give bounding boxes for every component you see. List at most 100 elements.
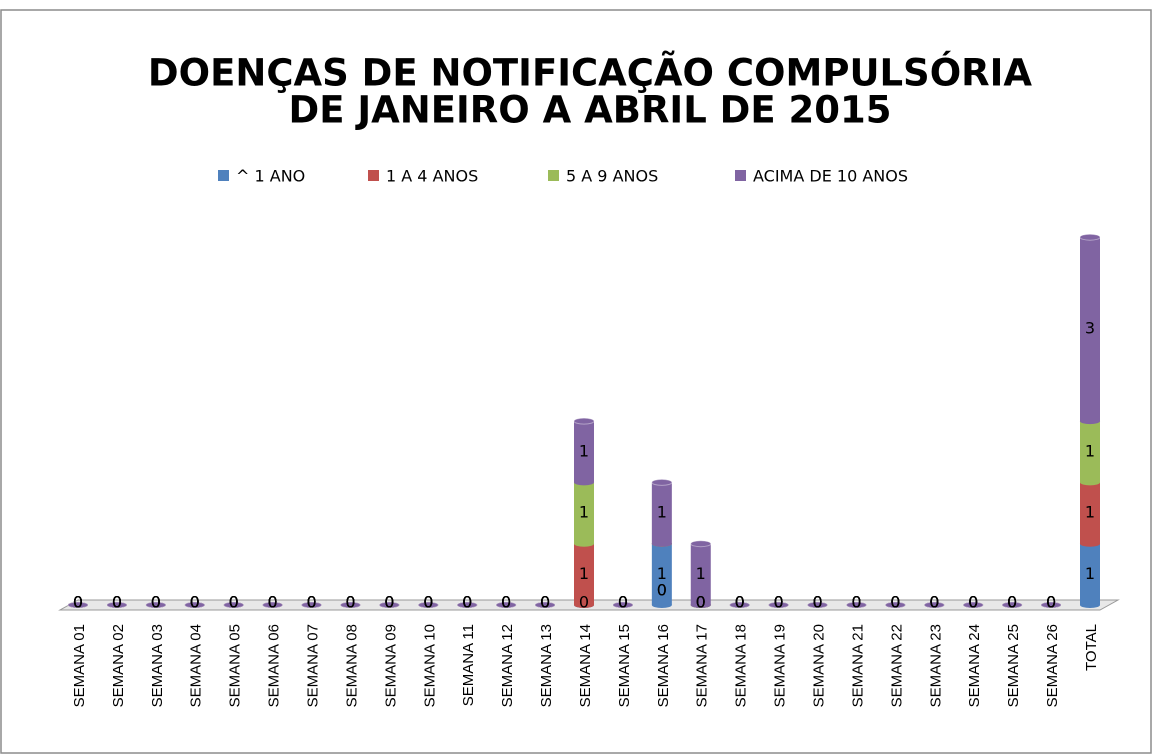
bar-cap [301,601,323,609]
x-tick-label: SEMANA 22 [888,624,905,707]
data-label: 0 [229,593,239,612]
x-tick-label: SEMANA 21 [849,624,866,707]
data-label: 0 [345,593,355,612]
data-label: 0 [306,593,316,612]
data-label: 1 [579,441,589,460]
bar-cap [1001,601,1023,609]
bar [574,543,594,605]
bar-cap [1040,601,1062,609]
data-label: 0 [735,593,745,612]
data-label: 0 [1007,593,1017,612]
data-label: 0 [384,593,394,612]
data-label: 0 [501,593,511,612]
data-label: 1 [657,503,667,522]
legend-swatch [548,170,559,181]
x-tick-label: SEMANA 09 [382,624,399,707]
data-label: 0 [618,593,628,612]
data-label: 0 [890,593,900,612]
bar [1080,237,1100,422]
chart-title: DOENÇAS DE NOTIFICAÇÃO COMPULSÓRIA [148,51,1032,95]
data-label: 0 [151,593,161,612]
bar [1080,482,1100,544]
x-tick-label: SEMANA 26 [1044,624,1061,707]
x-tick-label: SEMANA 15 [616,624,633,707]
x-tick-label: SEMANA 25 [1005,624,1022,707]
data-label: 0 [968,593,978,612]
data-label: 0 [851,593,861,612]
data-label: 0 [1046,593,1056,612]
bar-cap [612,601,634,609]
data-label: 0 [268,593,278,612]
data-label: 0 [151,593,161,612]
data-label: 0 [345,593,355,612]
data-label: 3 [1085,319,1095,338]
bar-cap [845,601,867,609]
legend-label: ^ 1 ANO [236,167,305,186]
data-label: 0 [384,593,394,612]
bar-cap [923,601,945,609]
data-label: 0 [501,593,511,612]
data-label: 0 [423,593,433,612]
data-label: 0 [968,593,978,612]
data-label: 0 [812,593,822,612]
legend-swatch [368,170,379,181]
legend-swatch [218,170,229,181]
data-label: 1 [1085,564,1095,583]
legend-swatch [735,170,746,181]
data-label: 0 [540,593,550,612]
bar-cap [106,601,128,609]
data-label: 0 [1046,593,1056,612]
x-tick-label: SEMANA 07 [305,624,322,707]
data-label: 0 [229,593,239,612]
data-label: 0 [190,593,200,612]
bar-cap [262,601,284,609]
data-label: 0 [229,593,239,612]
data-label: 0 [968,593,978,612]
bar-cap [145,601,167,609]
x-tick-label: SEMANA 24 [966,624,983,707]
data-label: 0 [1046,593,1056,612]
data-label: 0 [306,593,316,612]
data-label: 1 [1085,441,1095,460]
bar-cap [651,478,673,486]
data-label: 0 [462,593,472,612]
x-tick-label: SEMANA 20 [811,624,828,707]
data-label: 0 [657,581,667,600]
data-label: 0 [268,593,278,612]
data-label: 0 [345,593,355,612]
x-tick-label: SEMANA 02 [110,624,127,707]
data-label: 0 [501,593,511,612]
data-label: 0 [929,593,939,612]
data-label: 0 [423,593,433,612]
bar-cap [339,601,361,609]
bar-cap [456,601,478,609]
data-label: 0 [268,593,278,612]
data-label: 0 [540,593,550,612]
data-label: 0 [1007,593,1017,612]
data-label: 0 [890,593,900,612]
data-label: 1 [1085,503,1095,522]
data-label: 0 [929,593,939,612]
data-label: 0 [968,593,978,612]
data-label: 0 [540,593,550,612]
bar-cap [807,601,829,609]
data-label: 0 [151,593,161,612]
data-label: 0 [540,593,550,612]
x-tick-label: SEMANA 13 [538,624,555,707]
data-label: 0 [890,593,900,612]
data-label: 0 [735,593,745,612]
data-label: 0 [929,593,939,612]
data-label: 0 [696,593,706,612]
data-label: 0 [774,593,784,612]
bar-cap [1079,233,1101,241]
data-label: 0 [423,593,433,612]
x-tick-label: SEMANA 03 [149,624,166,707]
chart-border [0,9,1152,754]
data-label: 0 [890,593,900,612]
data-label: 0 [1046,593,1056,612]
data-label: 0 [462,593,472,612]
bar [651,543,672,605]
x-tick-label: SEMANA 11 [460,624,477,706]
data-label: 0 [696,593,706,612]
